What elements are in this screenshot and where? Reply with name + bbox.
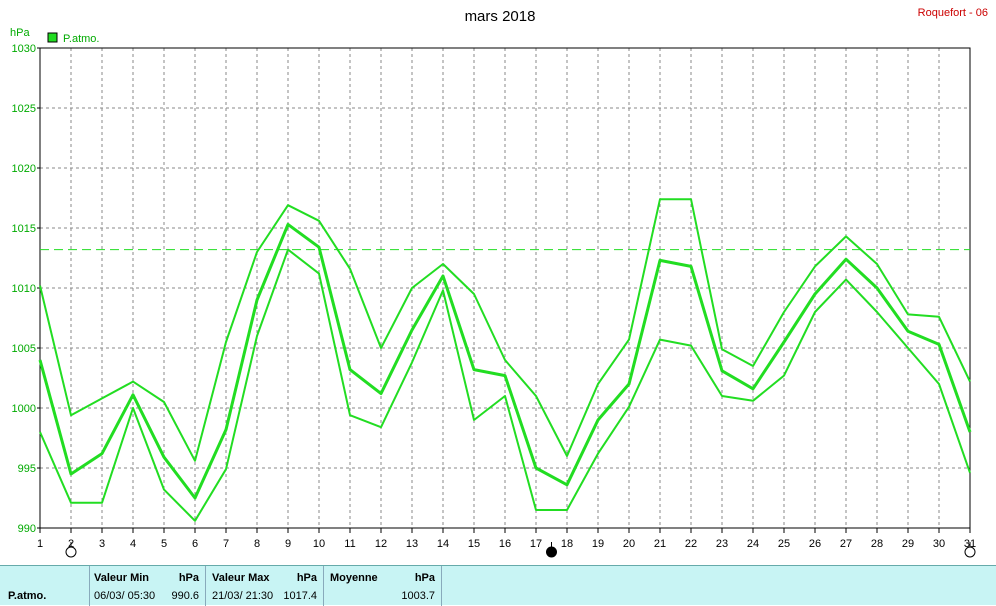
series-line-min xyxy=(39,248,971,522)
y-axis-ticks: 990 995 1000 1005 1010 1015 1020 1025 1030 xyxy=(12,43,40,535)
y-tick-label: 1005 xyxy=(12,343,36,355)
y-axis-unit: hPa xyxy=(10,27,30,39)
x-tick-label: 30 xyxy=(933,538,945,550)
x-tick-label: 17 xyxy=(530,538,542,550)
y-tick-label: 990 xyxy=(18,523,36,535)
moon-phases xyxy=(65,542,976,558)
y-tick-label: 1000 xyxy=(12,403,36,415)
min-unit: hPa xyxy=(178,572,199,584)
x-tick-label: 22 xyxy=(685,538,697,550)
x-tick-label: 10 xyxy=(313,538,325,550)
y-tick-label: 1030 xyxy=(12,43,36,55)
x-tick-label: 12 xyxy=(375,538,387,550)
station-label: Roquefort - 06 xyxy=(918,7,988,19)
x-tick-label: 11 xyxy=(344,538,355,550)
x-tick-label: 9 xyxy=(285,538,291,550)
min-value: 990.6 xyxy=(171,590,199,602)
x-tick-label: 26 xyxy=(809,538,821,550)
y-tick-label: 995 xyxy=(18,463,36,475)
series-line-max xyxy=(39,198,971,462)
stats-footer: P.atmo. Valeur Min hPa 06/03/ 05:30 990.… xyxy=(0,565,996,606)
x-tick-label: 20 xyxy=(623,538,635,550)
x-tick-label: 18 xyxy=(561,538,573,550)
series-lines xyxy=(38,198,972,522)
x-tick-label: 24 xyxy=(747,538,759,550)
mean-unit: hPa xyxy=(414,572,435,584)
x-tick-label: 5 xyxy=(161,538,167,550)
y-tick-label: 1025 xyxy=(12,103,36,115)
x-tick-label: 8 xyxy=(254,538,260,550)
x-tick-label: 16 xyxy=(499,538,511,550)
x-tick-label: 28 xyxy=(871,538,883,550)
chart-title: mars 2018 xyxy=(465,8,536,25)
x-tick-label: 27 xyxy=(840,538,852,550)
y-tick-label: 1015 xyxy=(12,223,36,235)
full-moon-icon xyxy=(964,546,976,558)
x-tick-label: 13 xyxy=(406,538,418,550)
y-tick-label: 1020 xyxy=(12,163,36,175)
y-tick-label: 1010 xyxy=(12,283,36,295)
footer-series-cell: P.atmo. xyxy=(0,566,90,606)
footer-max-cell: Valeur Max hPa 21/03/ 21:30 1017.4 xyxy=(206,566,324,606)
x-tick-label: 4 xyxy=(130,538,136,550)
x-tick-label: 23 xyxy=(716,538,728,550)
x-tick-label: 1 xyxy=(37,538,43,550)
full-moon-icon xyxy=(65,546,77,558)
footer-mean-cell: Moyenne hPa 1003.7 xyxy=(324,566,442,606)
series-line-mean xyxy=(38,222,972,500)
max-header: Valeur Max xyxy=(212,572,270,584)
x-tick-label: 19 xyxy=(592,538,604,550)
x-tick-label: 29 xyxy=(902,538,914,550)
chart-svg: mars 2018 Roquefort - 06 hPa P.atmo. 990… xyxy=(10,7,988,558)
x-tick-label: 21 xyxy=(654,538,666,550)
mean-value: 1003.7 xyxy=(401,590,435,602)
x-tick-label: 6 xyxy=(192,538,198,550)
x-tick-label: 7 xyxy=(223,538,229,550)
x-tick-label: 3 xyxy=(99,538,105,550)
x-tick-label: 25 xyxy=(778,538,790,550)
min-header: Valeur Min xyxy=(94,572,150,584)
new-moon-icon xyxy=(546,546,557,558)
legend-swatch xyxy=(47,32,58,43)
x-tick-label: 15 xyxy=(468,538,480,550)
x-tick-label: 14 xyxy=(437,538,449,550)
legend-label: P.atmo. xyxy=(63,33,100,45)
min-datetime: 06/03/ 05:30 xyxy=(94,590,156,602)
grid xyxy=(39,47,971,529)
max-datetime: 21/03/ 21:30 xyxy=(212,590,274,602)
footer-min-cell: Valeur Min hPa 06/03/ 05:30 990.6 xyxy=(90,566,206,606)
footer-series-label: P.atmo. xyxy=(8,590,47,602)
max-value: 1017.4 xyxy=(283,590,317,602)
max-unit: hPa xyxy=(296,572,317,584)
mean-header: Moyenne xyxy=(330,572,378,584)
x-axis-ticks: 1234567891011121314151617181920212223242… xyxy=(37,528,976,550)
